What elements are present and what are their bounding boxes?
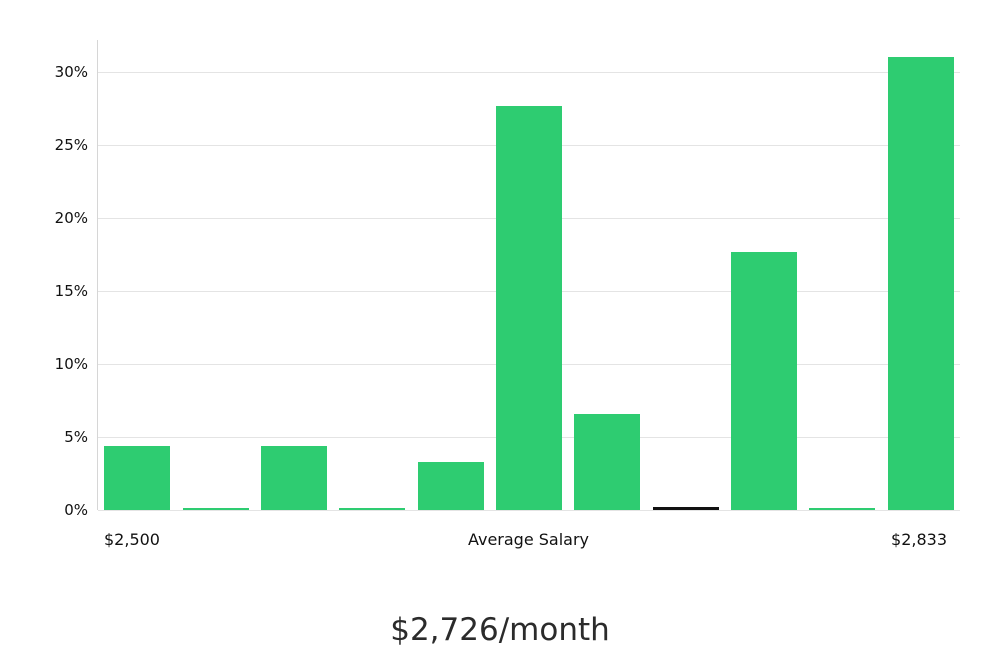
gridline	[98, 72, 960, 73]
bar-slot	[568, 40, 646, 510]
bar-slot	[725, 40, 803, 510]
x-axis-label-average-salary: Average Salary	[467, 530, 590, 549]
plot-area	[97, 40, 960, 511]
bar-slot	[255, 40, 333, 510]
x-axis-label-max-salary: $2,833	[891, 530, 947, 549]
bar-slot	[98, 40, 176, 510]
bar-9	[731, 252, 798, 510]
bar-slot	[176, 40, 254, 510]
bar-slot	[490, 40, 568, 510]
gridline	[98, 510, 960, 511]
bar-5	[417, 462, 484, 510]
y-tick-label: 5%	[64, 428, 88, 446]
bar-8	[652, 507, 719, 510]
bars-container	[98, 40, 960, 510]
y-tick-label: 15%	[54, 282, 88, 300]
bar-7	[574, 414, 641, 510]
bar-10	[809, 508, 876, 510]
x-axis-label-min-salary: $2,500	[104, 530, 160, 549]
y-tick-label: 20%	[54, 209, 88, 227]
y-tick-label: 30%	[54, 63, 88, 81]
bar-2	[182, 508, 249, 510]
bar-slot	[647, 40, 725, 510]
chart-title: $2,726/month	[390, 612, 610, 648]
bar-slot	[803, 40, 881, 510]
bar-1	[104, 446, 171, 510]
bar-4	[339, 508, 406, 510]
bar-11	[887, 57, 954, 510]
y-tick-label: 0%	[64, 501, 88, 519]
y-tick-label: 10%	[54, 355, 88, 373]
bar-3	[260, 446, 327, 510]
bar-slot	[411, 40, 489, 510]
bar-slot	[882, 40, 960, 510]
y-tick-label: 25%	[54, 136, 88, 154]
bar-6	[495, 106, 562, 510]
bar-slot	[333, 40, 411, 510]
